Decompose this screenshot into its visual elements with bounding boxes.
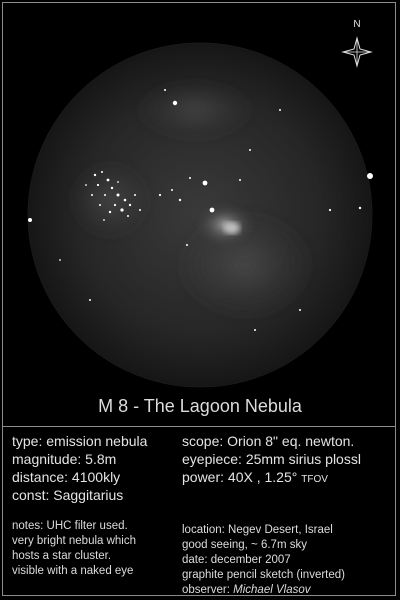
star-cluster <box>85 171 141 221</box>
compass-rose-icon <box>341 36 373 68</box>
location-info: location: Negev Desert, Israel <box>182 524 333 536</box>
observation-notes: notes: UHC filter used. very bright nebu… <box>12 519 136 579</box>
outer-frame <box>2 2 396 596</box>
note-line: hosts a star cluster. <box>12 550 112 562</box>
equipment-info: scope: Orion 8" eq. newton. eyepiece: 25… <box>182 432 361 489</box>
scope-info: scope: Orion 8" eq. newton. <box>182 433 355 449</box>
nebula-sketch: N <box>27 19 373 388</box>
observation-details: location: Negev Desert, Israel good seei… <box>182 523 345 598</box>
object-constellation: const: Saggitarius <box>12 487 124 503</box>
object-info: type: emission nebula magnitude: 5.8m di… <box>12 432 147 504</box>
field-stars <box>28 89 373 331</box>
date-info: date: december 2007 <box>182 554 291 566</box>
power-info: power: 40X , 1.25° TFOV <box>182 469 328 485</box>
divider <box>2 426 396 427</box>
compass-north-label: N <box>353 19 360 30</box>
object-magnitude: magnitude: 5.8m <box>12 451 117 467</box>
object-type: type: emission nebula <box>12 433 148 449</box>
observer-name: Michael Vlasov <box>233 584 311 596</box>
observer-info: observer: Michael Vlasov <box>182 584 311 596</box>
note-line: very bright nebula which <box>12 535 137 547</box>
medium-info: graphite pencil sketch (inverted) <box>182 569 345 581</box>
nebula-glow <box>70 82 315 320</box>
object-distance: distance: 4100kly <box>12 469 121 485</box>
eyepiece-info: eyepiece: 25mm sirius plossl <box>182 451 361 467</box>
sketch-title: M 8 - The Lagoon Nebula <box>98 396 302 416</box>
note-line: notes: UHC filter used. <box>12 520 128 532</box>
note-line: visible with a naked eye <box>12 565 134 577</box>
tfov-label: TFOV <box>301 474 328 485</box>
seeing-info: good seeing, ~ 6.7m sky <box>182 539 307 551</box>
